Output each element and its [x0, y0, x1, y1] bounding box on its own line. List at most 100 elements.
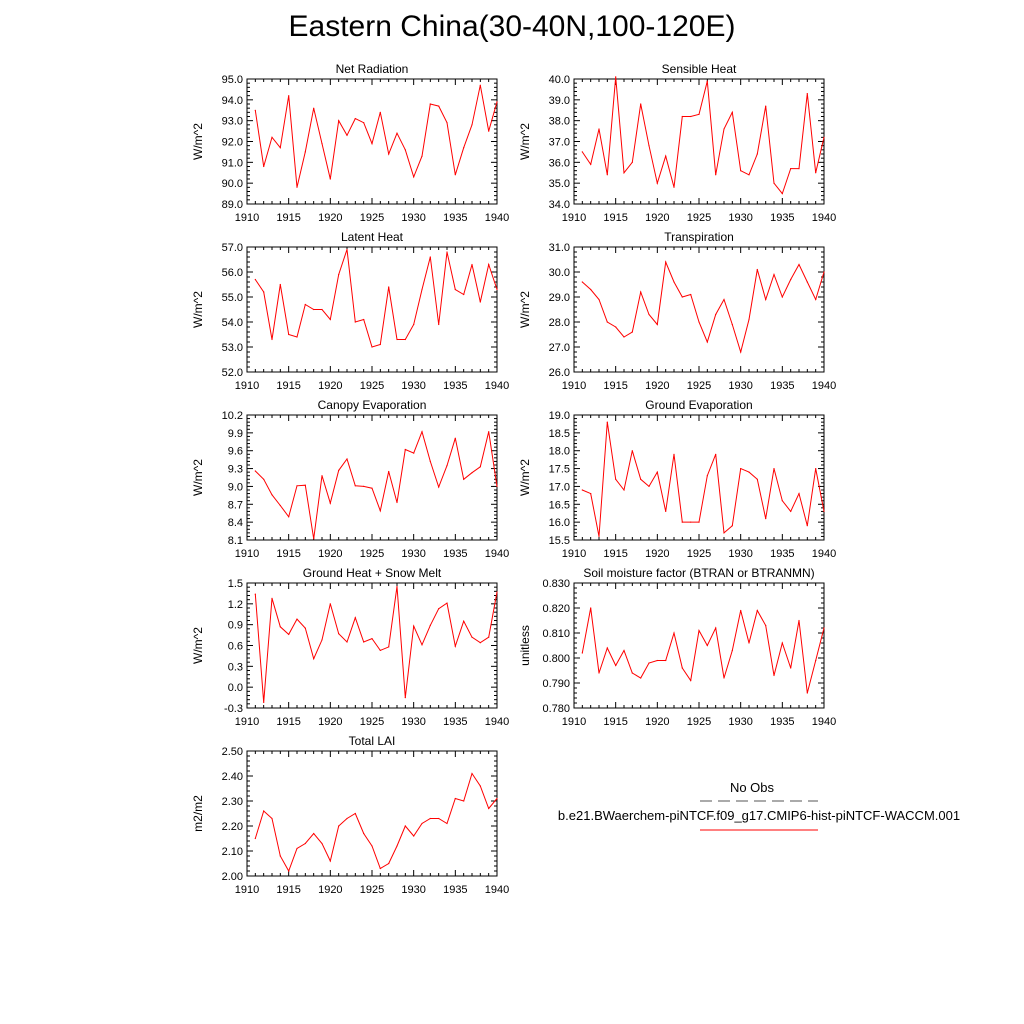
x-tick-label: 1935	[770, 716, 794, 728]
data-point	[438, 817, 440, 820]
x-tick-label: 1930	[401, 212, 425, 224]
x-tick-label: 1925	[687, 380, 711, 392]
data-point	[615, 664, 617, 667]
data-point	[313, 832, 315, 835]
data-point	[396, 338, 398, 341]
x-tick-label: 1935	[770, 548, 794, 560]
series-line	[254, 85, 498, 188]
data-point	[590, 493, 592, 495]
y-tick-label: 37.0	[549, 137, 570, 149]
y-tick-label: 2.00	[222, 871, 243, 883]
y-tick-label: 35.0	[549, 178, 570, 190]
data-point	[404, 825, 406, 827]
panel-title: Sensible Heat	[662, 62, 737, 76]
y-tick-label: 89.0	[222, 199, 243, 211]
panel-7: Ground Heat + Snow Melt W/m^2 -0.3 0.0 0.3 0.…	[191, 566, 509, 728]
data-point	[806, 93, 808, 95]
data-point	[590, 288, 592, 291]
series-line	[254, 586, 498, 703]
x-tick-label: 1935	[443, 212, 467, 224]
data-point	[379, 649, 381, 652]
series-line	[254, 430, 498, 539]
y-tick-label: 55.0	[222, 292, 243, 304]
data-point	[271, 597, 273, 599]
y-tick-label: 17.5	[549, 464, 570, 476]
data-point	[288, 333, 290, 336]
data-point	[640, 103, 642, 105]
figure-title: Eastern China(30-40N,100-120E)	[288, 10, 736, 43]
data-point	[421, 431, 423, 433]
data-point	[388, 153, 390, 155]
x-tick-label: 1925	[360, 716, 384, 728]
data-point	[263, 701, 265, 704]
data-point	[271, 817, 273, 820]
x-tick-label: 1925	[687, 716, 711, 728]
data-point	[623, 489, 625, 491]
data-point	[446, 122, 448, 124]
data-point	[321, 475, 323, 477]
data-point	[781, 500, 783, 502]
data-point	[781, 193, 783, 195]
data-point	[313, 538, 315, 540]
data-point	[756, 609, 758, 612]
y-tick-label: 36.0	[549, 157, 570, 169]
y-tick-label: 10.2	[222, 410, 243, 422]
data-point	[371, 346, 373, 348]
data-point	[429, 256, 431, 258]
x-tick-label: 1920	[645, 380, 669, 392]
data-point	[321, 143, 323, 145]
x-tick-label: 1915	[276, 884, 300, 896]
data-point	[454, 797, 456, 800]
data-point	[463, 800, 465, 802]
data-point	[454, 437, 456, 439]
data-point	[665, 510, 667, 512]
x-tick-label: 1910	[235, 884, 259, 896]
series-line	[254, 249, 498, 348]
data-point	[648, 485, 650, 487]
data-point	[288, 95, 290, 97]
panel-title: Ground Evaporation	[645, 398, 752, 412]
data-point	[454, 645, 456, 647]
data-point	[388, 286, 390, 288]
data-point	[429, 103, 431, 105]
data-point	[631, 331, 633, 333]
data-point	[354, 485, 356, 487]
data-point	[296, 618, 298, 620]
data-point	[379, 510, 381, 512]
data-point	[263, 810, 265, 812]
data-point	[773, 468, 775, 470]
x-tick-label: 1910	[235, 716, 259, 728]
data-point	[656, 659, 658, 662]
data-point	[756, 153, 758, 155]
panel-8: Soil moisture factor (BTRAN or BTRANMN) u…	[518, 566, 836, 728]
data-point	[321, 639, 323, 641]
data-point	[781, 642, 783, 644]
data-point	[354, 321, 356, 323]
x-tick-label: 1920	[318, 380, 342, 392]
data-point	[631, 672, 633, 674]
data-point	[623, 336, 625, 338]
panel-frame	[246, 414, 498, 541]
data-point	[496, 288, 498, 291]
x-tick-label: 1915	[276, 212, 300, 224]
y-tick-label: 56.0	[222, 267, 243, 279]
y-tick-label: 52.0	[222, 367, 243, 379]
x-tick-label: 1930	[401, 716, 425, 728]
data-point	[446, 602, 448, 604]
data-point	[329, 178, 331, 180]
data-point	[321, 842, 323, 845]
y-tick-label: 39.0	[549, 95, 570, 107]
panel-title: Net Radiation	[336, 62, 409, 76]
data-point	[806, 525, 808, 527]
data-point	[731, 649, 733, 652]
data-point	[656, 471, 658, 473]
data-point	[388, 470, 390, 473]
data-point	[413, 835, 415, 837]
data-point	[471, 636, 473, 638]
y-tick-label: 2.10	[222, 846, 243, 858]
data-point	[371, 638, 373, 640]
data-point	[271, 494, 273, 496]
data-point	[773, 674, 775, 677]
data-point	[363, 832, 365, 835]
data-point	[463, 620, 465, 622]
